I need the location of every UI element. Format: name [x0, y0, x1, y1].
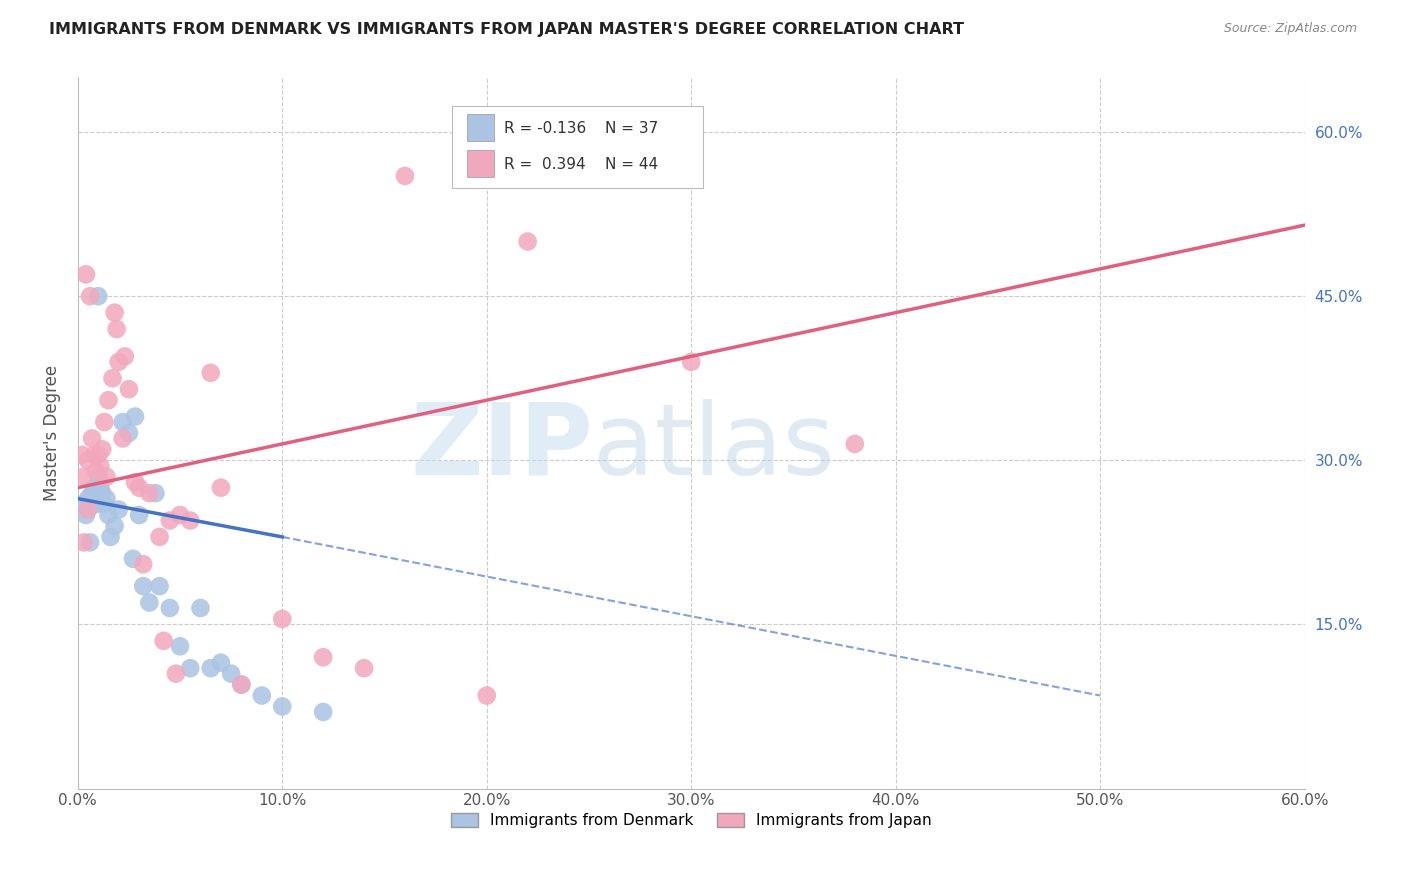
FancyBboxPatch shape [467, 150, 494, 177]
Point [169, 508, 191, 522]
Point [75, 508, 97, 522]
Point [353, 661, 375, 675]
Point [107, 502, 129, 516]
Text: R =  0.394: R = 0.394 [503, 157, 585, 171]
Point [159, 514, 181, 528]
Point [148, 579, 170, 593]
Text: atlas: atlas [593, 399, 835, 496]
Point [87, 469, 110, 483]
Point [122, 551, 145, 566]
Point [83, 481, 105, 495]
Point [77, 502, 100, 516]
Point [83, 448, 105, 462]
Point [84, 464, 107, 478]
Point [107, 355, 129, 369]
Point [79, 535, 101, 549]
Point [100, 530, 122, 544]
Point [128, 508, 150, 522]
Point [179, 661, 201, 675]
Point [165, 666, 187, 681]
Point [97, 393, 120, 408]
Point [84, 497, 107, 511]
Point [105, 322, 128, 336]
Point [101, 371, 124, 385]
Point [231, 677, 253, 691]
Point [271, 699, 294, 714]
Text: IMMIGRANTS FROM DENMARK VS IMMIGRANTS FROM JAPAN MASTER'S DEGREE CORRELATION CHA: IMMIGRANTS FROM DENMARK VS IMMIGRANTS FR… [49, 22, 965, 37]
Point [97, 508, 120, 522]
Point [118, 382, 141, 396]
Point [118, 425, 141, 440]
Point [111, 415, 134, 429]
Point [87, 289, 110, 303]
Point [91, 442, 114, 457]
Point [250, 689, 273, 703]
Text: N = 37: N = 37 [606, 121, 658, 136]
FancyBboxPatch shape [467, 114, 494, 142]
Point [79, 289, 101, 303]
Point [516, 235, 538, 249]
Point [231, 677, 253, 691]
Point [132, 579, 155, 593]
Point [138, 596, 160, 610]
Y-axis label: Master's Degree: Master's Degree [44, 365, 60, 501]
Point [475, 689, 498, 703]
Point [148, 530, 170, 544]
Point [124, 475, 146, 490]
Text: N = 44: N = 44 [606, 157, 658, 171]
Point [82, 486, 104, 500]
Point [159, 601, 181, 615]
Point [179, 514, 201, 528]
Point [209, 481, 232, 495]
Point [89, 458, 111, 473]
Point [132, 558, 155, 572]
Point [209, 656, 232, 670]
Point [200, 366, 222, 380]
Point [73, 497, 96, 511]
Point [681, 355, 703, 369]
Point [114, 350, 136, 364]
Point [104, 305, 127, 319]
Point [77, 491, 100, 506]
Point [89, 481, 111, 495]
Point [394, 169, 416, 183]
Point [200, 661, 222, 675]
Point [73, 469, 96, 483]
Point [312, 705, 335, 719]
Point [190, 601, 212, 615]
Point [124, 409, 146, 424]
Point [138, 486, 160, 500]
Point [844, 437, 866, 451]
Point [91, 486, 114, 500]
Point [75, 268, 97, 282]
Point [271, 612, 294, 626]
Point [73, 535, 96, 549]
Point [93, 415, 115, 429]
Point [96, 491, 118, 506]
Point [87, 448, 110, 462]
Point [111, 432, 134, 446]
FancyBboxPatch shape [451, 106, 703, 187]
Point [104, 519, 127, 533]
Point [128, 481, 150, 495]
Point [77, 453, 100, 467]
Point [70, 448, 93, 462]
Point [82, 432, 104, 446]
Point [312, 650, 335, 665]
Text: R = -0.136: R = -0.136 [503, 121, 586, 136]
Text: ZIP: ZIP [411, 399, 593, 496]
Point [219, 666, 242, 681]
Point [169, 640, 191, 654]
Text: Source: ZipAtlas.com: Source: ZipAtlas.com [1223, 22, 1357, 36]
Point [152, 633, 174, 648]
Legend: Immigrants from Denmark, Immigrants from Japan: Immigrants from Denmark, Immigrants from… [444, 806, 938, 834]
Point [93, 497, 115, 511]
Point [145, 486, 167, 500]
Point [96, 469, 118, 483]
